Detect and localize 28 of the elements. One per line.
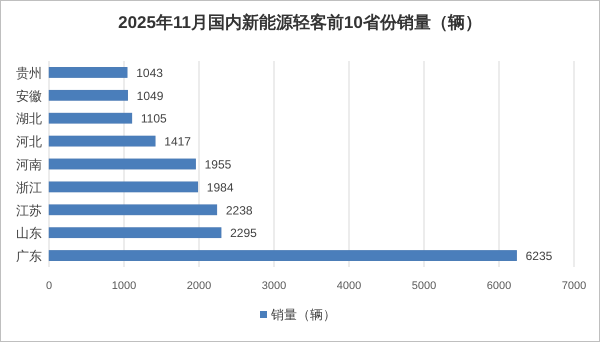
- xtick: 7000: [562, 280, 586, 292]
- xtick: 6000: [486, 280, 512, 292]
- xtick: 2000: [186, 280, 212, 292]
- ytick: 河北: [16, 134, 42, 150]
- data-label: 2238: [226, 203, 253, 218]
- ytick: 贵州: [16, 65, 42, 80]
- data-label: 1043: [136, 66, 163, 80]
- ytick: 浙江: [16, 180, 42, 195]
- data-label: 6235: [526, 249, 552, 264]
- xtick: 3000: [262, 280, 286, 292]
- data-label: 1049: [136, 88, 164, 103]
- data-label: 2295: [230, 226, 257, 240]
- xtick: 0: [46, 280, 52, 292]
- ytick: 江苏: [16, 202, 42, 218]
- ytick: 广东: [16, 248, 42, 264]
- data-label: 1105: [140, 112, 167, 126]
- xtick: 4000: [336, 280, 362, 292]
- data-label: 1417: [164, 134, 191, 149]
- data-label: 1955: [204, 158, 232, 172]
- ytick: 山东: [16, 226, 42, 241]
- ytick: 湖北: [16, 111, 42, 126]
- ytick: 河南: [16, 157, 42, 172]
- xtick: 1000: [112, 280, 136, 292]
- legend-text: 销量（辆）: [271, 307, 336, 322]
- title: 2025年11月国内新能源轻客前10省份销量（辆）: [118, 13, 482, 32]
- xtick: 5000: [412, 280, 436, 292]
- data-label: 1984: [206, 180, 234, 194]
- ytick: 安徽: [16, 88, 42, 104]
